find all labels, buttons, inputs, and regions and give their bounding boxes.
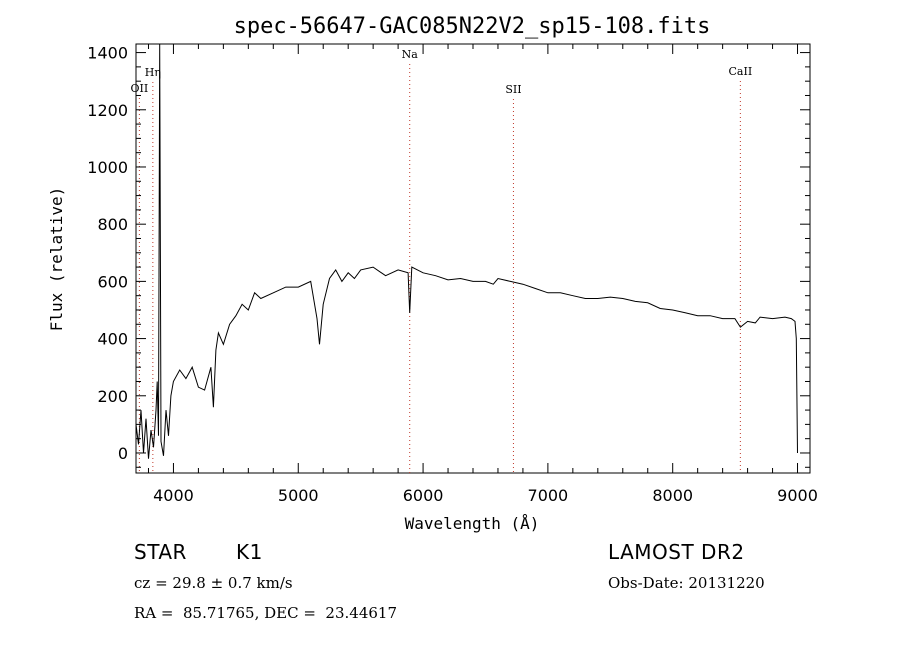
- y-axis-label: Flux (relative): [47, 187, 66, 332]
- marker-label: Hη: [145, 66, 161, 79]
- x-tick-label: 6000: [403, 486, 444, 505]
- survey-name: LAMOST DR2: [608, 540, 745, 564]
- y-tick-label: 600: [97, 272, 128, 291]
- redshift-velocity: cz = 29.8 ± 0.7 km/s: [134, 574, 293, 592]
- y-tick-label: 1200: [87, 101, 128, 120]
- x-tick-label: 5000: [278, 486, 319, 505]
- marker-label: SII: [505, 83, 521, 96]
- x-tick-label: 4000: [153, 486, 194, 505]
- x-tick-label: 7000: [528, 486, 569, 505]
- marker-label: Na: [402, 48, 419, 61]
- observation-date: Obs-Date: 20131220: [608, 574, 765, 592]
- emission-line-markers: OII Hη Na SII CaII: [131, 48, 753, 473]
- marker-label: CaII: [729, 65, 753, 78]
- x-axis-label: Wavelength (Å): [405, 514, 540, 533]
- marker-label: OII: [131, 82, 149, 95]
- plot-frame: [135, 43, 811, 474]
- ra-dec-coordinates: RA = 85.71765, DEC = 23.44617: [134, 604, 398, 622]
- x-tick-label: 9000: [777, 486, 818, 505]
- object-class: STAR: [134, 540, 187, 564]
- x-tick-label: 8000: [652, 486, 693, 505]
- y-tick-label: 1000: [87, 158, 128, 177]
- y-tick-label: 800: [97, 215, 128, 234]
- y-tick-label: 200: [97, 387, 128, 406]
- spectrum-series-line: [135, 43, 798, 459]
- y-tick-label: 0: [118, 444, 128, 463]
- axis-ticks: 4000 5000 6000 7000 8000 9000 0 200 400 600 800 100…: [87, 44, 818, 505]
- object-subclass: K1: [236, 540, 263, 564]
- y-tick-label: 1400: [87, 44, 128, 63]
- chart-title: spec-56647-GAC085N22V2_sp15-108.fits: [234, 14, 711, 39]
- y-tick-label: 400: [97, 330, 128, 349]
